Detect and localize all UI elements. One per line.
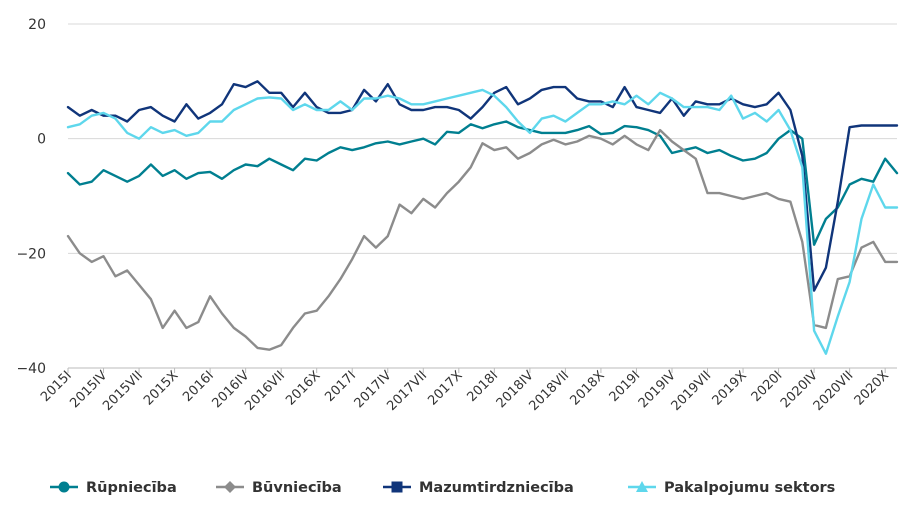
legend-label: Pakalpojumu sektors <box>664 480 835 496</box>
y-tick-label: 20 <box>28 17 46 33</box>
series-line <box>66 80 899 292</box>
legend: Rūpniecība Būvniecība Mazumtirdzniecība Pak… <box>50 480 835 496</box>
y-tick-label: −40 <box>16 361 46 377</box>
legend-marker-square <box>391 481 403 493</box>
legend-label: Būvniecība <box>252 480 342 496</box>
series-line <box>66 120 899 246</box>
legend-label: Mazumtirdzniecība <box>419 480 574 496</box>
x-axis: 2015I2015IV2015VII2015X2016I2016IV2016VI… <box>38 367 897 414</box>
series-line <box>66 128 899 351</box>
x-tick-label: 2017X <box>425 368 465 408</box>
legend-marker-circle <box>58 481 70 493</box>
x-tick-label: 2019X <box>710 368 750 408</box>
legend-marker-triangle <box>636 481 648 492</box>
y-axis: 20 0 −20 −40 <box>16 17 46 377</box>
x-tick-label: 2017VII <box>384 368 430 414</box>
x-tick-label: 2020VII <box>811 368 857 414</box>
series-lines <box>66 80 899 355</box>
x-tick-label: 2018X <box>567 368 607 408</box>
x-tick-label: 2015X <box>141 368 181 408</box>
x-tick-label: 2015VII <box>100 368 146 414</box>
y-tick-label: −20 <box>16 246 46 262</box>
y-tick-label: 0 <box>37 132 46 148</box>
legend-label: Rūpniecība <box>86 480 177 496</box>
series-line <box>66 88 899 355</box>
legend-marker-diamond <box>224 481 236 493</box>
x-tick-label: 2016VII <box>242 368 288 414</box>
x-tick-label: 2018VII <box>527 368 573 414</box>
x-tick-label: 2016X <box>283 368 323 408</box>
x-tick-label: 2020X <box>852 368 892 408</box>
x-tick-label: 2019VII <box>669 368 715 414</box>
